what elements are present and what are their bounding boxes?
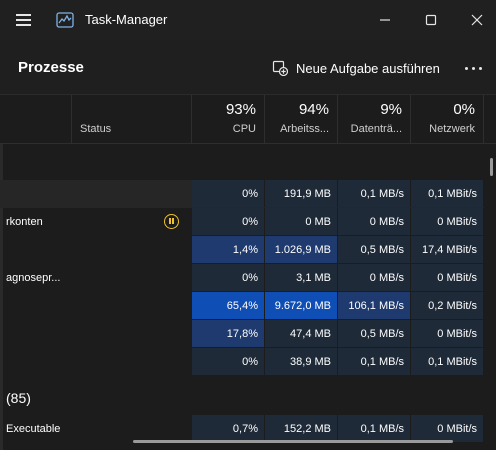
- close-icon: [471, 14, 483, 26]
- column-status-label: Status: [80, 123, 112, 135]
- cpu-cell: 1,4%: [192, 236, 265, 263]
- column-disk[interactable]: 9% Datenträ...: [338, 95, 411, 144]
- new-task-button[interactable]: Neue Aufgabe ausführen: [272, 54, 440, 82]
- table-row[interactable]: 0% 38,9 MB 0,1 MB/s 0,1 MBit/s: [0, 348, 484, 376]
- new-task-icon: [272, 60, 288, 76]
- disk-cell: 0,5 MB/s: [338, 236, 411, 263]
- header-bar: Prozesse Neue Aufgabe ausführen: [0, 40, 496, 95]
- column-memory[interactable]: 94% Arbeitss...: [265, 95, 338, 144]
- column-headers: Status 93% CPU 94% Arbeitss... 9% Datent…: [0, 95, 496, 144]
- process-name: Executable: [6, 422, 61, 435]
- hamburger-menu-icon[interactable]: [16, 12, 34, 28]
- cpu-cell: 17,8%: [192, 320, 265, 347]
- table-row[interactable]: rkonten 0% 0 MB 0 MB/s 0 MBit/s: [0, 208, 484, 236]
- column-cpu-label: CPU: [232, 123, 256, 135]
- disk-cell: 0,1 MB/s: [338, 348, 411, 375]
- disk-cell: 0,1 MB/s: [338, 180, 411, 207]
- network-cell: 0 MBit/s: [411, 415, 484, 442]
- table-row[interactable]: 0% 191,9 MB 0,1 MB/s 0,1 MBit/s: [0, 180, 484, 208]
- cpu-cell: 65,4%: [192, 292, 265, 319]
- maximize-icon: [425, 14, 437, 26]
- window-title: Task-Manager: [85, 12, 168, 27]
- group-header-background[interactable]: (85): [0, 384, 484, 412]
- column-network[interactable]: 0% Netzwerk: [411, 95, 484, 144]
- network-cell: 0 MBit/s: [411, 320, 484, 347]
- column-network-pct: 0%: [453, 101, 475, 118]
- network-cell: 0 MBit/s: [411, 264, 484, 291]
- vertical-scrollbar[interactable]: [490, 158, 493, 176]
- minimize-icon: [380, 19, 390, 21]
- table-row[interactable]: 65,4% 9.672,0 MB 106,1 MB/s 0,2 MBit/s: [0, 292, 484, 320]
- group-count: (85): [6, 389, 31, 406]
- disk-cell: 106,1 MB/s: [338, 292, 411, 319]
- paused-status-icon: [164, 214, 179, 229]
- horizontal-scrollbar[interactable]: [133, 440, 453, 443]
- cpu-cell: 0,7%: [192, 415, 265, 442]
- column-disk-pct: 9%: [380, 101, 402, 118]
- column-cpu[interactable]: 93% CPU: [192, 95, 265, 144]
- memory-cell: 0 MB: [265, 208, 338, 235]
- minimize-button[interactable]: [362, 0, 408, 40]
- maximize-button[interactable]: [408, 0, 454, 40]
- network-cell: 0,2 MBit/s: [411, 292, 484, 319]
- memory-cell: 152,2 MB: [265, 415, 338, 442]
- page-title: Prozesse: [18, 59, 84, 76]
- new-task-label: Neue Aufgabe ausführen: [296, 60, 440, 76]
- column-name[interactable]: [0, 95, 72, 144]
- memory-cell: 191,9 MB: [265, 180, 338, 207]
- memory-cell: 47,4 MB: [265, 320, 338, 347]
- table-row[interactable]: Executable 0,7% 152,2 MB 0,1 MB/s 0 MBit…: [0, 415, 484, 443]
- column-memory-label: Arbeitss...: [280, 123, 329, 135]
- disk-cell: 0,5 MB/s: [338, 320, 411, 347]
- table-row[interactable]: agnosepr... 0% 3,1 MB 0 MB/s 0 MBit/s: [0, 264, 484, 292]
- column-disk-label: Datenträ...: [350, 123, 402, 135]
- cpu-cell: 0%: [192, 180, 265, 207]
- column-cpu-pct: 93%: [225, 101, 256, 118]
- performance-graph-icon: [56, 12, 74, 28]
- table-row[interactable]: 17,8% 47,4 MB 0,5 MB/s 0 MBit/s: [0, 320, 484, 348]
- network-cell: 17,4 MBit/s: [411, 236, 484, 263]
- cpu-cell: 0%: [192, 348, 265, 375]
- network-cell: 0 MBit/s: [411, 208, 484, 235]
- table-row[interactable]: 1,4% 1.026,9 MB 0,5 MB/s 17,4 MBit/s: [0, 236, 484, 264]
- disk-cell: 0 MB/s: [338, 264, 411, 291]
- memory-cell: 3,1 MB: [265, 264, 338, 291]
- process-list: 0% 191,9 MB 0,1 MB/s 0,1 MBit/s rkonten …: [0, 145, 484, 442]
- more-options-button[interactable]: [458, 56, 488, 80]
- window-border: [0, 95, 3, 450]
- cpu-cell: 0%: [192, 264, 265, 291]
- column-status[interactable]: Status: [72, 95, 192, 144]
- group-spacer-row: [0, 145, 484, 173]
- close-button[interactable]: [454, 0, 496, 40]
- network-cell: 0,1 MBit/s: [411, 180, 484, 207]
- network-cell: 0,1 MBit/s: [411, 348, 484, 375]
- process-name: agnosepr...: [6, 271, 61, 284]
- more-options-icon: [464, 66, 468, 70]
- cpu-cell: 0%: [192, 208, 265, 235]
- column-memory-pct: 94%: [298, 101, 329, 118]
- column-network-label: Netzwerk: [429, 123, 475, 135]
- disk-cell: 0,1 MB/s: [338, 415, 411, 442]
- title-bar: Task-Manager: [0, 0, 496, 40]
- memory-cell: 1.026,9 MB: [265, 236, 338, 263]
- disk-cell: 0 MB/s: [338, 208, 411, 235]
- memory-cell: 9.672,0 MB: [265, 292, 338, 319]
- memory-cell: 38,9 MB: [265, 348, 338, 375]
- process-name: rkonten: [6, 215, 43, 228]
